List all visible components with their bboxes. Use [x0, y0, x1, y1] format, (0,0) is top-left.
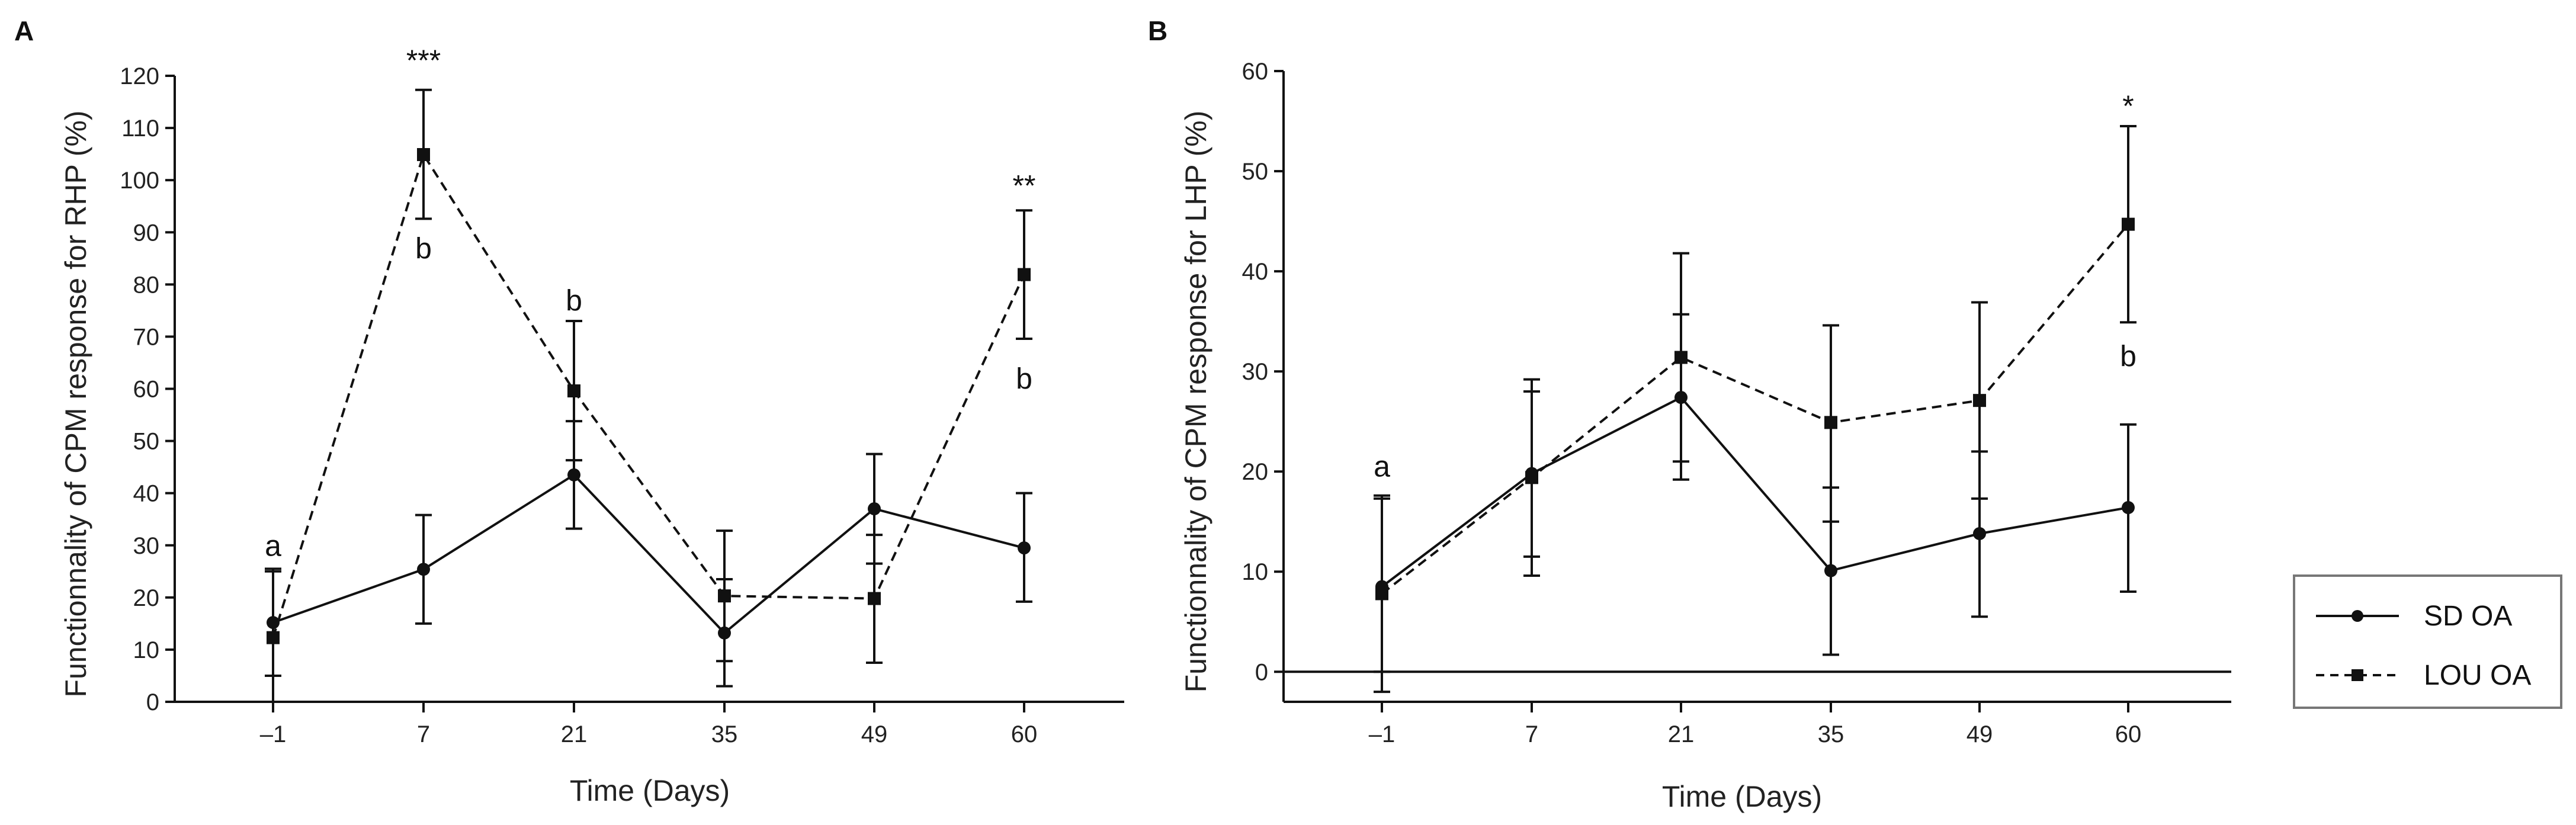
- panel-a-annotation: **: [1013, 169, 1036, 203]
- panel-b-y-tick-label: 50: [1242, 159, 1269, 185]
- panel-b-sd-oa-point: [1824, 564, 1837, 577]
- panel-label-a: A: [14, 15, 34, 46]
- panel-b-lou-oa-point: [1824, 416, 1837, 429]
- panel-a-lou-oa-point: [417, 148, 430, 162]
- panel-label-b: B: [1148, 15, 1167, 46]
- panel-b-x-tick-label: 21: [1668, 721, 1695, 747]
- panel-a-y-tick-label: 90: [133, 220, 160, 246]
- panel-b-x-tick-label: 49: [1967, 721, 1993, 747]
- panel-b-lou-oa-point: [1973, 394, 1986, 407]
- panel-a-y-tick-label: 80: [133, 272, 160, 298]
- panel-a-y-axis-title: Functionnality of CPM response for RHP (…: [59, 110, 92, 697]
- panel-b-sd-oa-point: [1375, 580, 1388, 593]
- panel-a-lou-oa-line: [272, 152, 1025, 638]
- panel-b-annotation: b: [2120, 340, 2136, 373]
- panel-a-sd-oa-point: [1018, 541, 1031, 555]
- legend: SD OA LOU OA: [2293, 574, 2562, 709]
- panel-a-y-tick-label: 100: [120, 168, 159, 194]
- panel-a-x-tick-label: 49: [861, 721, 888, 747]
- panel-b-x-axis-title: Time (Days): [1662, 780, 1822, 813]
- panel-a-x-tick-label: 35: [711, 721, 738, 747]
- panel-a-annotation: ***: [406, 44, 441, 77]
- panel-b-sd-oa-point: [1973, 527, 1986, 540]
- panel-a-y-tick-label: 50: [133, 429, 160, 455]
- panel-a-annotation: a: [265, 529, 281, 562]
- panel-b-x-tick-label: 7: [1525, 721, 1538, 747]
- panel-a-y-tick-label: 0: [146, 689, 159, 715]
- panel-a-x-ticks: –1 7 21 35 49 60: [260, 702, 1038, 747]
- panel-a-y-tick-label: 10: [133, 637, 160, 663]
- panel-b-sd-oa-line: [1381, 396, 2129, 588]
- panel-b-x-ticks: –1 7 21 35 49 60: [1369, 702, 2142, 747]
- panel-b-y-tick-label: 30: [1242, 359, 1269, 385]
- panel-a-lou-oa-point: [567, 384, 580, 398]
- panel-a-sd-oa-point: [718, 626, 731, 640]
- panel-b-x-tick-label: 35: [1818, 721, 1844, 747]
- legend-lou-marker: [2352, 669, 2363, 681]
- panel-b-series-lou-oa: [1374, 124, 2136, 694]
- panel-a-x-tick-label: 7: [417, 721, 430, 747]
- panel-b-y-ticks: 0 10 20 30 40 50 60: [1242, 59, 1284, 685]
- panel-a-x-axis-title: Time (Days): [570, 774, 730, 807]
- panel-b-sd-oa-point: [1525, 467, 1538, 480]
- panel-a-y-tick-label: 20: [133, 585, 160, 611]
- panel-b-y-tick-label: 20: [1242, 459, 1269, 485]
- panel-a-x-tick-label: –1: [260, 721, 287, 747]
- panel-b-annotations: a * b: [1374, 89, 2136, 483]
- panel-a-lou-oa-point: [868, 592, 881, 605]
- legend-sd-label: SD OA: [2424, 601, 2512, 632]
- panel-b-y-tick-label: 0: [1255, 659, 1268, 685]
- panel-a-annotation: b: [1016, 362, 1032, 396]
- panel-a-sd-oa-point: [417, 563, 430, 576]
- panel-b-lou-oa-line: [1381, 223, 2129, 595]
- panel-a-y-tick-label: 70: [133, 324, 160, 350]
- panel-b-y-tick-label: 60: [1242, 59, 1269, 85]
- panel-b-annotation: *: [2122, 89, 2134, 123]
- panel-a-sd-oa-point: [567, 468, 580, 481]
- legend-lou-label: LOU OA: [2424, 660, 2531, 691]
- panel-b-axes: [1282, 71, 2231, 703]
- panel-a-sd-oa-point: [267, 616, 280, 630]
- panel-b-series-sd-oa: [1374, 313, 2136, 673]
- panel-b-annotation: a: [1374, 450, 1390, 483]
- panel-a-y-tick-label: 30: [133, 533, 160, 559]
- panel-b-x-tick-label: 60: [2115, 721, 2142, 747]
- panel-a-y-ticks: 0 10 20 30 40 50 60 70 80 90 100 110 120: [120, 63, 175, 715]
- legend-sd-marker: [2352, 610, 2363, 622]
- panel-b-sd-oa-point: [2122, 501, 2135, 515]
- panel-a-series-sd-oa: [265, 420, 1032, 688]
- panel-a-sd-oa-line: [272, 473, 1025, 635]
- panel-a-y-tick-label: 40: [133, 481, 160, 507]
- panel-b-lou-oa-point: [2122, 217, 2135, 231]
- panel-a-y-tick-label: 120: [120, 63, 159, 89]
- panel-a-x-tick-label: 60: [1011, 721, 1038, 747]
- panel-a-series-lou-oa: [265, 88, 1032, 703]
- panel-a-annotation: b: [566, 284, 582, 317]
- panel-a-y-tick-label: 60: [133, 377, 160, 403]
- panel-a-annotations: *** b b ** b a: [265, 44, 1035, 562]
- panel-a-x-tick-label: 21: [561, 721, 588, 747]
- panel-a-lou-oa-point: [1018, 268, 1031, 281]
- legend-box: [2293, 574, 2562, 709]
- panel-b-y-axis-title: Functionnality of CPM response for LHP (…: [1179, 111, 1212, 693]
- panel-a-annotation: b: [415, 232, 432, 265]
- panel-a-sd-oa-point: [868, 502, 881, 516]
- panel-a-y-tick-label: 110: [121, 115, 159, 142]
- panel-a: A 0 10 20 30 40 50 60 70 80 90 100 110 120 –1 7 21 35 49…: [14, 15, 1124, 807]
- panel-b-y-tick-label: 40: [1242, 259, 1269, 285]
- panel-b-y-tick-label: 10: [1242, 559, 1269, 585]
- panel-b-sd-oa-point: [1674, 391, 1688, 405]
- panel-b-x-tick-label: –1: [1369, 721, 1396, 747]
